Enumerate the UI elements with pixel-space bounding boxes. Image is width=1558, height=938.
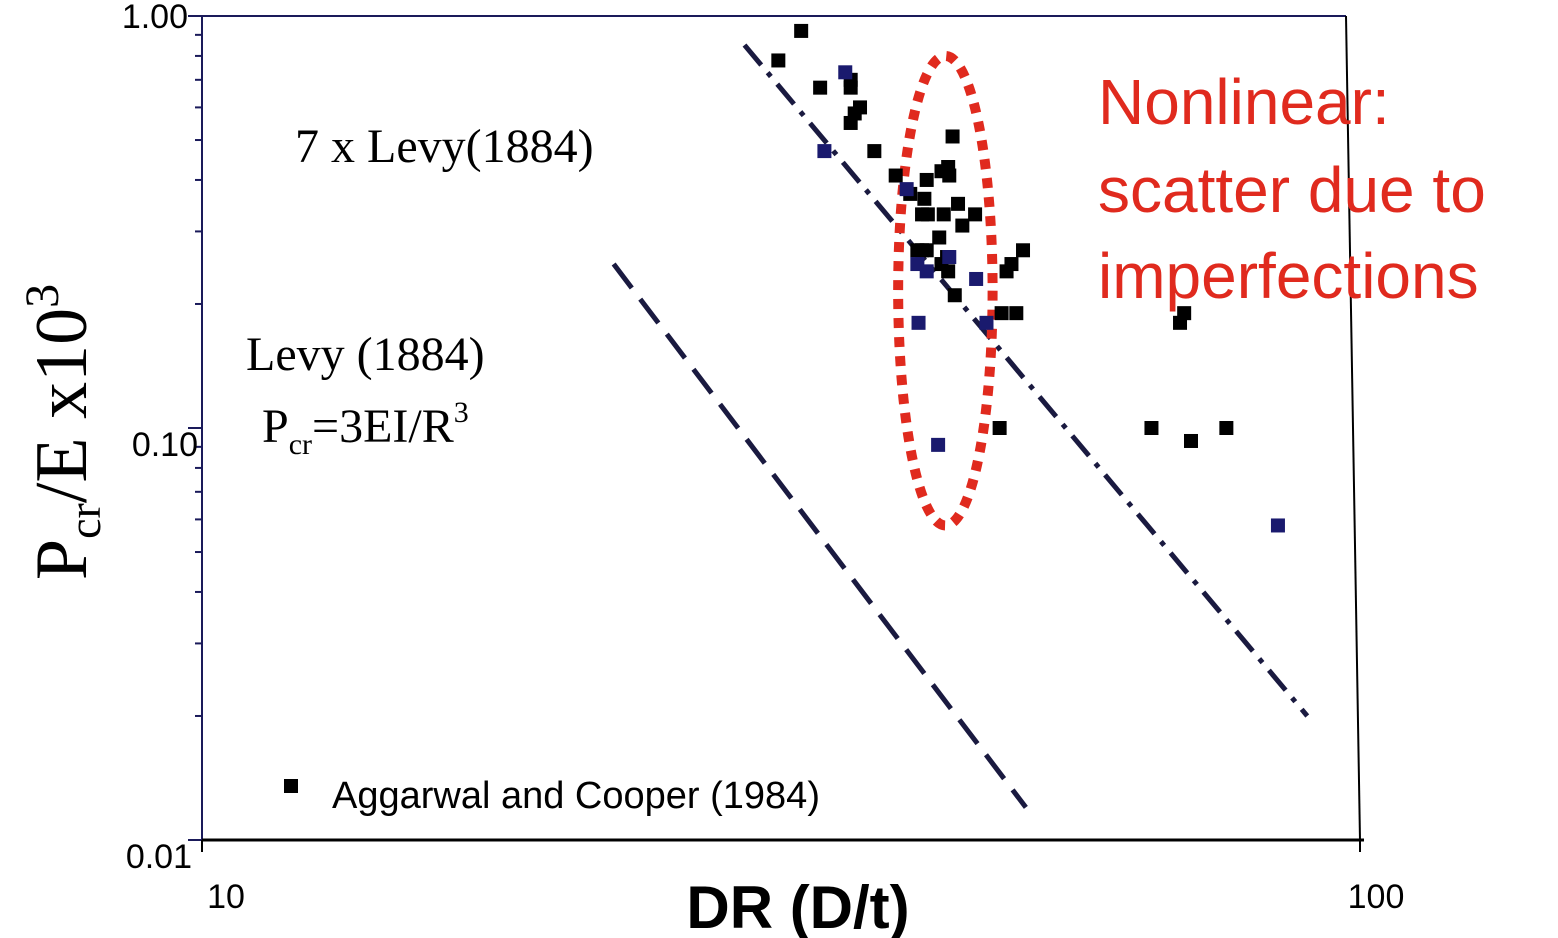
data-point bbox=[947, 288, 962, 303]
nonlinear-annotation-line-2: scatter due to bbox=[1098, 154, 1486, 226]
x-tick-label-2: 100 bbox=[1348, 878, 1405, 916]
legend-label: Aggarwal and Cooper (1984) bbox=[332, 775, 820, 817]
data-point bbox=[794, 23, 809, 38]
data-point bbox=[888, 168, 903, 183]
data-point bbox=[1009, 306, 1024, 321]
data-point bbox=[919, 243, 934, 258]
data-point bbox=[1184, 433, 1199, 448]
data-point bbox=[1004, 257, 1019, 272]
plot-right-border bbox=[1345, 15, 1361, 841]
data-point bbox=[1219, 421, 1234, 435]
x-ticks bbox=[201, 840, 1361, 852]
data-point bbox=[899, 182, 914, 197]
y-axis-title: Pcr/E x103 bbox=[16, 284, 110, 580]
nonlinear-highlight-ellipse bbox=[893, 50, 998, 531]
levy-dashed-line bbox=[611, 262, 1028, 809]
data-point bbox=[911, 315, 926, 330]
data-point bbox=[867, 144, 882, 159]
y-tick-label-1: 1.00 bbox=[122, 0, 188, 36]
y-tick-label-2: 0.10 bbox=[132, 426, 198, 464]
data-point bbox=[941, 264, 956, 279]
data-point bbox=[992, 421, 1007, 435]
data-point bbox=[843, 80, 858, 95]
data-point bbox=[919, 172, 934, 187]
y-ticks bbox=[188, 15, 202, 841]
x-axis-title: DR (D/t) bbox=[686, 874, 909, 938]
data-point bbox=[1177, 306, 1192, 321]
data-point bbox=[942, 168, 957, 183]
y-tick-label-3: 0.01 bbox=[126, 838, 192, 876]
levy-annotation: Levy (1884) bbox=[246, 328, 485, 381]
data-point bbox=[817, 144, 832, 159]
data-point bbox=[1144, 421, 1159, 435]
data-point bbox=[942, 250, 957, 265]
data-point bbox=[932, 230, 947, 245]
data-point bbox=[838, 65, 853, 80]
data-points bbox=[771, 23, 1285, 533]
data-point bbox=[771, 53, 786, 68]
data-point bbox=[994, 306, 1009, 321]
data-point bbox=[853, 100, 868, 115]
data-point bbox=[979, 315, 994, 330]
data-point bbox=[1016, 243, 1031, 258]
data-point bbox=[843, 115, 858, 130]
data-point bbox=[813, 80, 828, 95]
legend-marker bbox=[284, 779, 298, 793]
data-point bbox=[920, 207, 935, 222]
seven-levy-annotation: 7 x Levy(1884) bbox=[295, 120, 594, 173]
seven-levy-dashdot-line bbox=[742, 43, 1310, 718]
data-point bbox=[951, 196, 966, 211]
data-point bbox=[936, 207, 951, 222]
data-point bbox=[1270, 518, 1285, 533]
nonlinear-annotation-line-3: imperfections bbox=[1098, 240, 1479, 312]
data-point bbox=[955, 218, 970, 233]
data-point bbox=[945, 129, 960, 144]
data-point bbox=[969, 271, 984, 286]
nonlinear-annotation-line-1: Nonlinear: bbox=[1098, 66, 1390, 138]
levy-formula-annotation: Pcr=3EI/R3 bbox=[262, 396, 469, 461]
data-point bbox=[917, 191, 932, 206]
data-point bbox=[931, 437, 946, 452]
data-point bbox=[968, 207, 983, 222]
x-tick-label-1: 10 bbox=[207, 878, 245, 916]
data-point bbox=[919, 264, 934, 279]
